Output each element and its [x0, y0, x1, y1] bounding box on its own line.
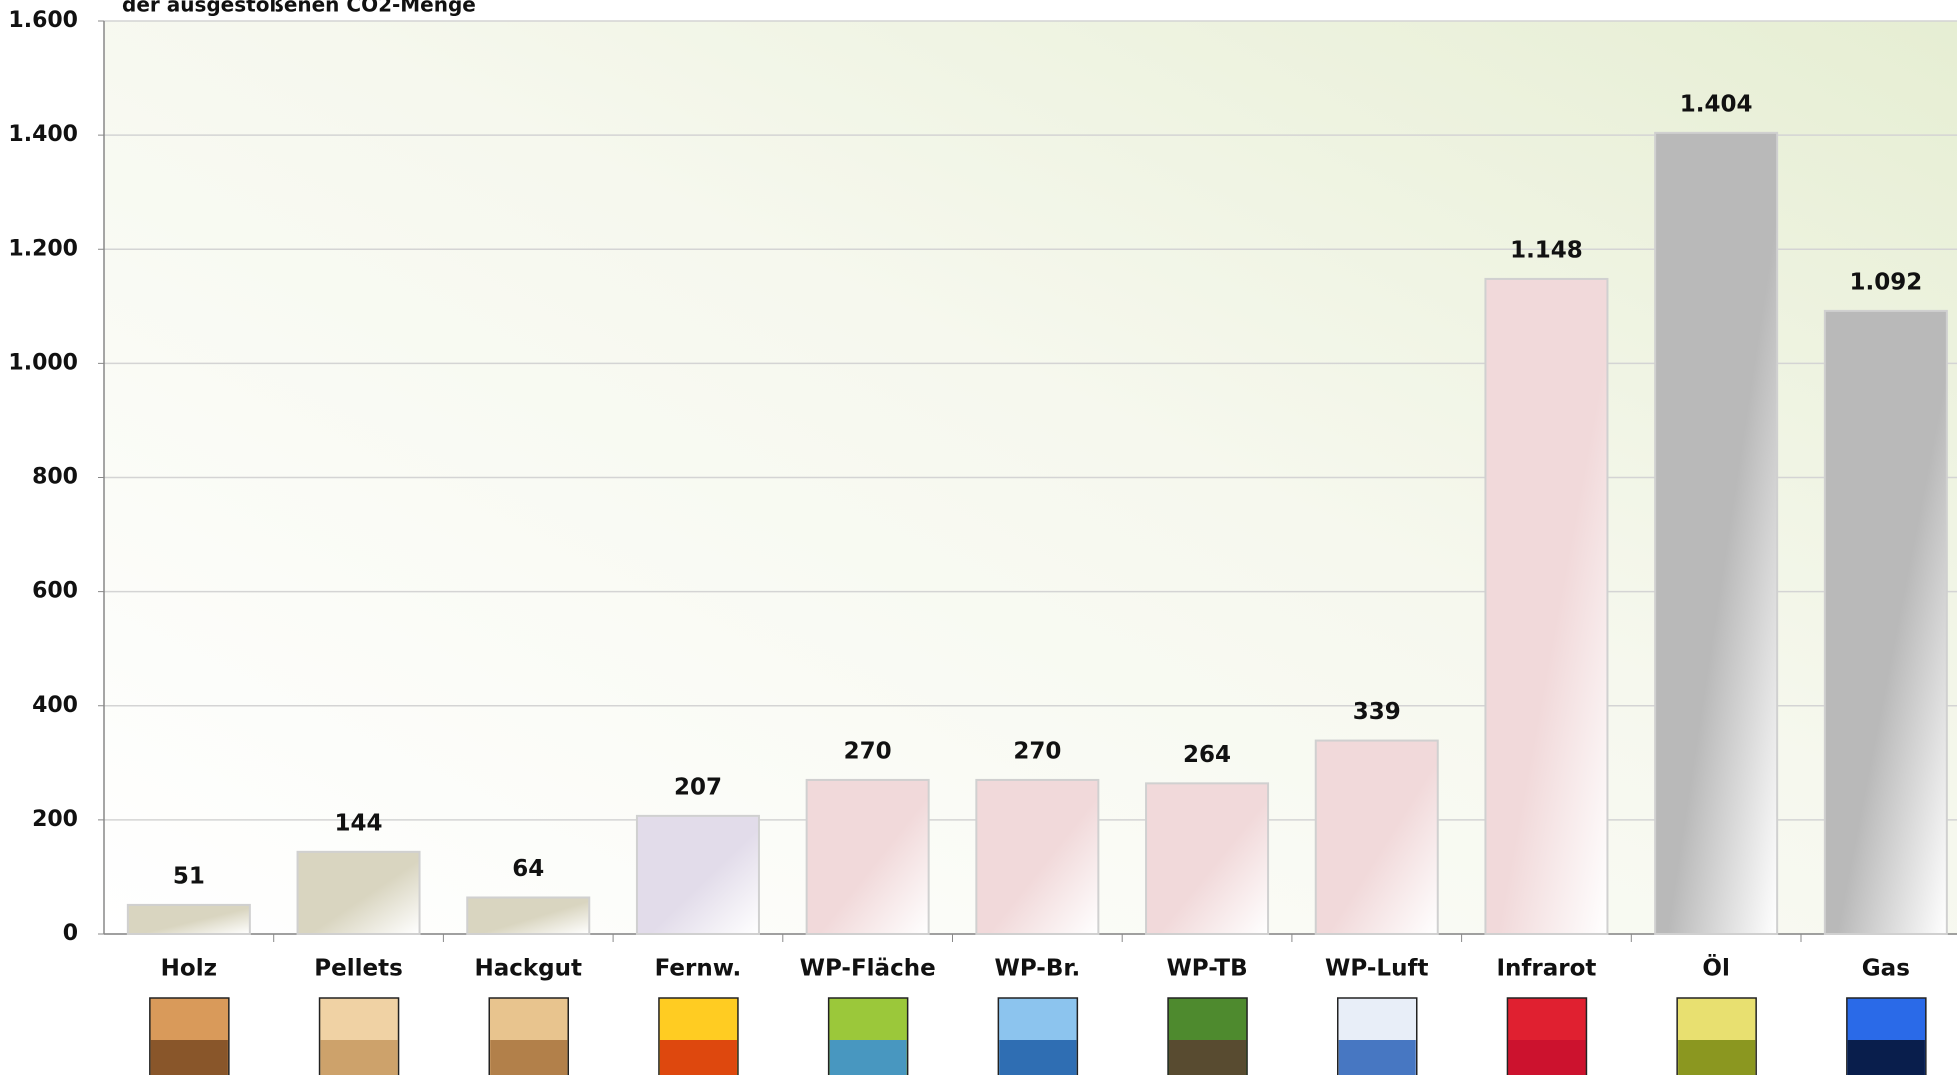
y-tick-label: 400: [32, 693, 78, 718]
icon-detail: [320, 1040, 398, 1075]
icon-detail: [1847, 1040, 1925, 1075]
x-tick-label: WP-TB: [1166, 956, 1247, 982]
icon-detail: [999, 1040, 1077, 1075]
x-tick-label: Fernw.: [655, 956, 742, 982]
y-tick-label: 1.400: [8, 122, 78, 147]
data-label: 339: [1353, 699, 1401, 725]
y-tick-label: 1.200: [8, 236, 78, 261]
chart-title: der ausgestoßenen CO2-Menge: [122, 0, 476, 17]
bar: [805, 778, 930, 936]
y-tick-label: 1.000: [8, 350, 78, 375]
y-tick-label: 200: [32, 807, 78, 832]
data-label: 144: [335, 810, 383, 836]
icon-detail: [1169, 1040, 1247, 1075]
x-tick-label: Pellets: [314, 956, 403, 982]
bar: [1654, 131, 1779, 935]
bar: [1823, 309, 1948, 935]
icon-detail: [490, 1040, 568, 1075]
data-label: 270: [1013, 738, 1061, 764]
bar: [1314, 739, 1439, 935]
icon-detail: [829, 1040, 907, 1075]
x-tick-label: Öl: [1702, 954, 1729, 982]
y-tick-label: 0: [63, 921, 78, 946]
x-tick-label: WP-Br.: [994, 956, 1080, 982]
bar: [466, 896, 591, 935]
icon-detail: [150, 1040, 228, 1075]
data-label: 64: [512, 856, 544, 882]
data-label: 51: [173, 863, 205, 889]
bar: [1145, 782, 1270, 935]
bar: [635, 814, 760, 935]
x-tick-label: WP-Luft: [1325, 956, 1428, 982]
x-tick-label: Infrarot: [1496, 956, 1596, 982]
x-tick-label: Hackgut: [474, 956, 582, 982]
data-label: 207: [674, 774, 722, 800]
y-tick-label: 800: [32, 465, 78, 490]
x-tick-label: Gas: [1862, 956, 1910, 982]
data-label: 1.148: [1510, 237, 1583, 263]
icon-detail: [1338, 1040, 1416, 1075]
icon-detail: [659, 1040, 737, 1075]
icon-detail: [1508, 1040, 1586, 1075]
bar: [975, 778, 1100, 936]
bar: [296, 850, 421, 936]
data-label: 264: [1183, 742, 1231, 768]
data-label: 1.404: [1680, 91, 1753, 117]
data-label: 1.092: [1849, 269, 1922, 295]
y-tick-label: 600: [32, 579, 78, 604]
y-tick-label: 1.600: [8, 8, 78, 33]
x-tick-label: WP-Fläche: [800, 956, 936, 982]
x-tick-label: Holz: [161, 956, 217, 982]
icon-detail: [1678, 1040, 1756, 1075]
bar: [1484, 277, 1609, 935]
bar: [126, 903, 251, 936]
data-label: 270: [844, 738, 892, 764]
